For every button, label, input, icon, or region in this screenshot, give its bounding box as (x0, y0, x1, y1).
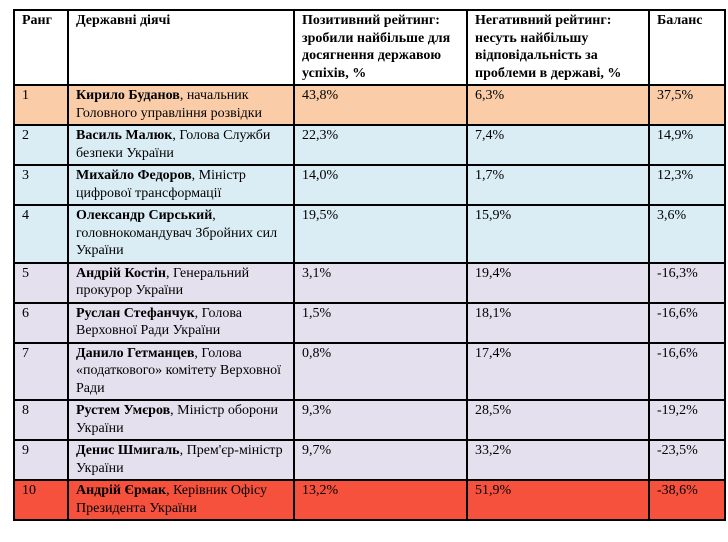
official-name: Руслан Стефанчук (76, 305, 195, 321)
official-cell: Данило Гетманцев, Голова «податкового» к… (67, 341, 295, 401)
official-title: , Міністр оборони України (76, 403, 279, 436)
table-body: 1 Кирило Буданов, начальник Головного уп… (13, 84, 726, 521)
positive-rating-cell: 1,5% (293, 301, 468, 344)
rank-cell: 10 (13, 479, 69, 521)
negative-rating-cell: 28,5% (466, 399, 650, 441)
official-title: , головнокомандувач Збройних сил України (76, 208, 278, 258)
negative-rating-cell: 17,4% (466, 341, 650, 401)
rank-cell: 1 (13, 84, 69, 126)
table-row: 4 Олександр Сирський, головнокомандувач … (13, 204, 726, 264)
table-row: 10 Андрій Єрмак, Керівник Офісу Президен… (13, 479, 726, 521)
negative-rating-cell: 18,1% (466, 301, 650, 344)
official-cell: Руслан Стефанчук, Голова Верховної Ради … (67, 301, 295, 344)
positive-rating-cell: 9,7% (293, 439, 468, 481)
negative-rating-cell: 33,2% (466, 439, 650, 481)
official-title: , Прем'єр-міністр України (76, 443, 283, 476)
balance-cell: 3,6% (648, 204, 726, 264)
official-cell: Андрій Єрмак, Керівник Офісу Президента … (67, 479, 295, 521)
rank-cell: 7 (13, 341, 69, 401)
rank-cell: 6 (13, 301, 69, 344)
official-cell: Андрій Костін, Генеральний прокурор Укра… (67, 261, 295, 304)
positive-rating-cell: 3,1% (293, 261, 468, 304)
rank-cell: 3 (13, 164, 69, 206)
rank-cell: 2 (13, 124, 69, 166)
col-header-positive: Позитивний рейтинг: зробили найбільше дл… (293, 9, 468, 86)
table-row: 5 Андрій Костін, Генеральний прокурор Ук… (13, 261, 726, 304)
negative-rating-cell: 19,4% (466, 261, 650, 304)
balance-cell: -16,3% (648, 261, 726, 304)
official-cell: Михайло Федоров, Міністр цифрової трансф… (67, 164, 295, 206)
positive-rating-cell: 0,8% (293, 341, 468, 401)
positive-rating-cell: 22,3% (293, 124, 468, 166)
official-title: , Голова «податкового» комітету Верховно… (76, 345, 282, 396)
official-title: , Керівник Офісу Президента України (76, 483, 267, 516)
balance-cell: 37,5% (648, 84, 726, 126)
official-name: Андрій Єрмак (76, 483, 167, 498)
balance-cell: -19,2% (648, 399, 726, 441)
official-cell: Денис Шмигаль, Прем'єр-міністр України (67, 439, 295, 481)
header-row: Ранг Державні діячі Позитивний рейтинг: … (13, 9, 726, 86)
official-cell: Василь Малюк, Голова Служби безпеки Укра… (67, 124, 295, 166)
official-name: Данило Гетманцев (76, 345, 195, 361)
official-cell: Олександр Сирський, головнокомандувач Зб… (67, 204, 295, 264)
col-header-negative: Негативний рейтинг: несуть найбільшу від… (466, 9, 650, 86)
official-name: Рустем Умєров (76, 403, 171, 418)
official-title: , Генеральний прокурор України (76, 265, 250, 299)
positive-rating-cell: 13,2% (293, 479, 468, 521)
official-title: , Голова Верховної Ради України (76, 305, 242, 339)
negative-rating-cell: 1,7% (466, 164, 650, 206)
balance-cell: -38,6% (648, 479, 726, 521)
positive-rating-cell: 43,8% (293, 84, 468, 126)
col-header-rank: Ранг (13, 9, 69, 86)
positive-rating-cell: 9,3% (293, 399, 468, 441)
official-name: Олександр Сирський (76, 208, 213, 223)
balance-cell: -16,6% (648, 341, 726, 401)
balance-cell: -16,6% (648, 301, 726, 344)
official-cell: Кирило Буданов, начальник Головного упра… (67, 84, 295, 126)
table-row: 9 Денис Шмигаль, Прем'єр-міністр України… (13, 439, 726, 481)
rank-cell: 9 (13, 439, 69, 481)
balance-cell: 12,3% (648, 164, 726, 206)
negative-rating-cell: 6,3% (466, 84, 650, 126)
official-name: Андрій Костін (76, 265, 167, 281)
official-name: Кирило Буданов (76, 88, 180, 103)
official-name: Василь Малюк (76, 128, 173, 143)
col-header-balance: Баланс (648, 9, 726, 86)
official-title: , Голова Служби безпеки України (76, 128, 271, 161)
positive-rating-cell: 14,0% (293, 164, 468, 206)
officials-rating-table: Ранг Державні діячі Позитивний рейтинг: … (13, 9, 726, 521)
official-name: Денис Шмигаль (76, 443, 180, 458)
table-row: 2 Василь Малюк, Голова Служби безпеки Ук… (13, 124, 726, 166)
rank-cell: 8 (13, 399, 69, 441)
negative-rating-cell: 7,4% (466, 124, 650, 166)
rank-cell: 4 (13, 204, 69, 264)
negative-rating-cell: 15,9% (466, 204, 650, 264)
table-row: 6 Руслан Стефанчук, Голова Верховної Рад… (13, 301, 726, 344)
col-header-official: Державні діячі (67, 9, 295, 86)
official-title: , начальник Головного управління розвідк… (76, 88, 263, 121)
balance-cell: -23,5% (648, 439, 726, 481)
table-row: 7 Данило Гетманцев, Голова «податкового»… (13, 341, 726, 401)
rank-cell: 5 (13, 261, 69, 304)
table-row: 8 Рустем Умєров, Міністр оборони України… (13, 399, 726, 441)
negative-rating-cell: 51,9% (466, 479, 650, 521)
official-name: Михайло Федоров (76, 168, 192, 183)
positive-rating-cell: 19,5% (293, 204, 468, 264)
balance-cell: 14,9% (648, 124, 726, 166)
table-row: 1 Кирило Буданов, начальник Головного уп… (13, 84, 726, 126)
official-cell: Рустем Умєров, Міністр оборони України (67, 399, 295, 441)
table-row: 3 Михайло Федоров, Міністр цифрової тран… (13, 164, 726, 206)
official-title: , Міністр цифрової трансформації (76, 168, 246, 201)
